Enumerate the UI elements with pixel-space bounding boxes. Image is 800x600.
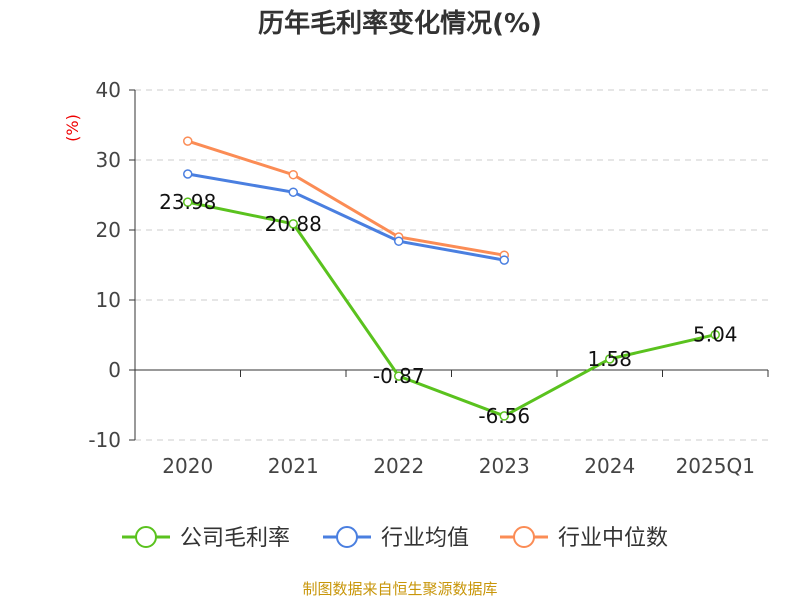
source-note: 制图数据来自恒生聚源数据库 <box>302 580 497 598</box>
data-point[interactable] <box>499 411 509 421</box>
data-label: 5.04 <box>693 323 738 347</box>
data-label: 23.98 <box>159 190 216 214</box>
data-point[interactable] <box>394 371 404 381</box>
data-point[interactable] <box>394 236 404 246</box>
legend-item[interactable]: 行业均值 <box>323 526 469 551</box>
legend-item[interactable]: 公司毛利率 <box>122 526 290 551</box>
y-tick-label: 0 <box>108 358 121 382</box>
series-line <box>187 139 505 257</box>
data-point[interactable] <box>183 197 193 207</box>
y-tick-label: -10 <box>88 428 121 452</box>
legend-marker-icon <box>513 526 535 548</box>
data-point[interactable] <box>499 255 509 265</box>
data-point[interactable] <box>288 187 298 197</box>
x-tick-label: 2025Q1 <box>676 454 755 478</box>
x-tick-label: 2022 <box>373 454 424 478</box>
x-tick-label: 2020 <box>162 454 213 478</box>
y-tick-label: 20 <box>96 218 121 242</box>
data-label: -0.87 <box>373 364 425 388</box>
legend-marker-icon <box>135 526 157 548</box>
data-label: 1.58 <box>587 347 632 371</box>
legend-label: 行业均值 <box>381 526 469 551</box>
y-tick-label: 30 <box>96 148 121 172</box>
legend-marker-icon <box>336 526 358 548</box>
data-label: 20.88 <box>265 212 322 236</box>
series-line <box>187 172 505 262</box>
data-point[interactable] <box>183 136 193 146</box>
data-label: -6.56 <box>478 404 530 428</box>
y-tick-label: 10 <box>96 288 121 312</box>
data-point[interactable] <box>710 329 720 340</box>
data-point[interactable] <box>605 354 615 364</box>
y-tick-label: 40 <box>96 78 121 102</box>
x-tick-label: 2021 <box>268 454 319 478</box>
x-tick-label: 2023 <box>479 454 530 478</box>
y-axis-label: (%) <box>63 114 82 142</box>
chart-title: 历年毛利率变化情况(%) <box>258 8 542 39</box>
series-line <box>187 200 716 418</box>
legend-label: 公司毛利率 <box>180 526 290 551</box>
legend-label: 行业中位数 <box>558 526 668 551</box>
x-tick-label: 2024 <box>584 454 635 478</box>
data-point[interactable] <box>183 169 193 179</box>
data-point[interactable] <box>288 169 298 180</box>
legend-item[interactable]: 行业中位数 <box>500 526 668 551</box>
data-point[interactable] <box>288 219 298 229</box>
